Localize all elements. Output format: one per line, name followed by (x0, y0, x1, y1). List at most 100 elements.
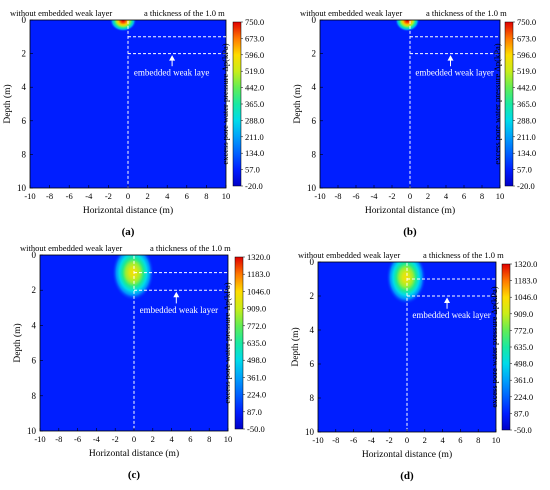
y-tick-label: 0 (312, 15, 317, 25)
colorbar-label: excess pore water pressure Δp(kPa) (220, 43, 230, 164)
x-tick-label: 8 (204, 191, 208, 201)
x-tick-label: 2 (145, 191, 149, 201)
x-tick-label: -6 (352, 191, 359, 201)
y-tick-label: 10 (307, 183, 317, 193)
title-layer-thickness: a thickness of the 1.0 m (144, 8, 225, 18)
annotation-label: embedded weak layer (140, 305, 218, 315)
colorbar-tick-label: -20.0 (245, 181, 263, 191)
x-tick-label: 4 (440, 435, 445, 445)
colorbar-tick-label: 909.0 (514, 309, 533, 319)
x-tick-label: -6 (350, 435, 357, 445)
x-tick-label: 6 (458, 435, 462, 445)
x-tick-label: -4 (93, 434, 101, 444)
x-tick-label: 2 (151, 434, 155, 444)
x-tick-label: -8 (46, 191, 53, 201)
colorbar-tick-label: 224.0 (247, 390, 266, 400)
colorbar-tick-label: 1046.0 (247, 286, 270, 296)
y-tick-label: 6 (310, 359, 315, 369)
y-tick-label: 10 (17, 183, 27, 193)
x-tick-label: -10 (312, 435, 323, 445)
colorbar-tick-label: 750.0 (517, 17, 536, 27)
y-tick-label: 6 (22, 116, 27, 126)
colorbar-tick-label: 87.0 (247, 407, 262, 417)
x-tick-label: 0 (126, 191, 130, 201)
x-tick-label: 8 (480, 191, 484, 201)
x-tick-label: -2 (388, 191, 395, 201)
y-tick-label: 4 (310, 325, 315, 335)
y-tick-label: 8 (32, 391, 37, 401)
colorbar-tick-label: 134.0 (517, 148, 536, 158)
y-tick-label: 2 (22, 49, 27, 59)
y-tick-label: 6 (312, 116, 317, 126)
chart-panel-1: embedded weak laye without embedded weak … (2, 8, 264, 238)
subplot-letter: (b) (403, 226, 417, 238)
x-tick-label: 10 (492, 435, 501, 445)
y-axis-label: Depth (m) (290, 327, 301, 366)
colorbar-tick-label: 772.0 (514, 325, 533, 335)
colorbar-tick-label: 909.0 (247, 304, 266, 314)
x-tick-label: 10 (224, 434, 233, 444)
colorbar-tick-label: 519.0 (245, 66, 264, 76)
y-tick-label: 10 (305, 427, 315, 437)
colorbar-tick-label: 365.0 (517, 99, 536, 109)
colorbar-tick-label: -50.0 (514, 425, 532, 435)
x-tick-label: -8 (332, 435, 339, 445)
x-tick-label: 10 (222, 191, 231, 201)
pressure-peak (386, 262, 427, 305)
colorbar-tick-label: 1183.0 (514, 276, 537, 286)
chart-panel-2: embedded weak layer without embedded weak… (292, 8, 536, 238)
colorbar-label: excess pore water pressure Δp(kPa) (222, 282, 232, 403)
colorbar-tick-label: 1046.0 (514, 292, 537, 302)
colorbar-label: excess pore water pressure Δp(kPa) (492, 43, 502, 164)
title-without-weak-layer: without embedded weak layer (10, 8, 112, 18)
colorbar-tick-label: 635.0 (514, 342, 533, 352)
colorbar-tick-label: 442.0 (517, 83, 536, 93)
x-tick-label: 6 (188, 434, 192, 444)
colorbar (504, 21, 514, 187)
x-tick-label: 6 (462, 191, 466, 201)
y-tick-label: 8 (22, 149, 27, 159)
x-tick-label: -10 (24, 191, 35, 201)
colorbar-tick-label: 224.0 (514, 392, 533, 402)
y-tick-label: 0 (310, 257, 315, 267)
colorbar-tick-label: 288.0 (245, 115, 264, 125)
y-tick-label: 0 (22, 15, 27, 25)
colorbar-tick-label: 57.0 (245, 165, 260, 175)
y-tick-label: 4 (312, 82, 317, 92)
colorbar-tick-label: 211.0 (245, 132, 264, 142)
y-axis-label: Depth (m) (292, 84, 303, 123)
x-tick-label: 0 (405, 435, 409, 445)
y-tick-label: 4 (22, 82, 27, 92)
x-tick-label: 4 (165, 191, 170, 201)
colorbar-tick-label: 519.0 (517, 66, 536, 76)
y-tick-label: 2 (312, 49, 317, 59)
x-tick-label: 6 (185, 191, 189, 201)
y-tick-label: 8 (312, 149, 317, 159)
y-tick-label: 2 (32, 285, 37, 295)
colorbar-tick-label: 134.0 (245, 148, 264, 158)
title-without-weak-layer: without embedded weak layer (20, 243, 122, 253)
y-axis-label: Depth (m) (12, 323, 23, 362)
title-layer-thickness: a thickness of the 1.0 m (426, 8, 507, 18)
chart-panel-3: embedded weak layer without embedded weak… (12, 243, 270, 481)
annotation-label: embedded weak laye (134, 67, 209, 77)
x-axis-label: Horizontal distance (m) (365, 205, 455, 216)
x-tick-label: 0 (408, 191, 412, 201)
x-tick-label: -8 (334, 191, 341, 201)
x-tick-label: -2 (112, 434, 119, 444)
y-axis-label: Depth (m) (2, 84, 13, 123)
x-axis-label: Horizontal distance (m) (83, 205, 173, 216)
colorbar-tick-label: 361.0 (514, 375, 533, 385)
x-tick-label: -6 (74, 434, 81, 444)
colorbar (232, 21, 242, 187)
colorbar-tick-label: 635.0 (247, 338, 266, 348)
y-tick-label: 4 (32, 320, 37, 330)
x-tick-label: -2 (386, 435, 393, 445)
x-tick-label: -10 (34, 434, 45, 444)
x-tick-label: -4 (368, 435, 376, 445)
title-layer-thickness: a thickness of the 1.0 m (423, 250, 504, 260)
colorbar (501, 263, 511, 431)
y-tick-label: 0 (32, 250, 37, 260)
subplot-letter: (d) (400, 470, 414, 482)
